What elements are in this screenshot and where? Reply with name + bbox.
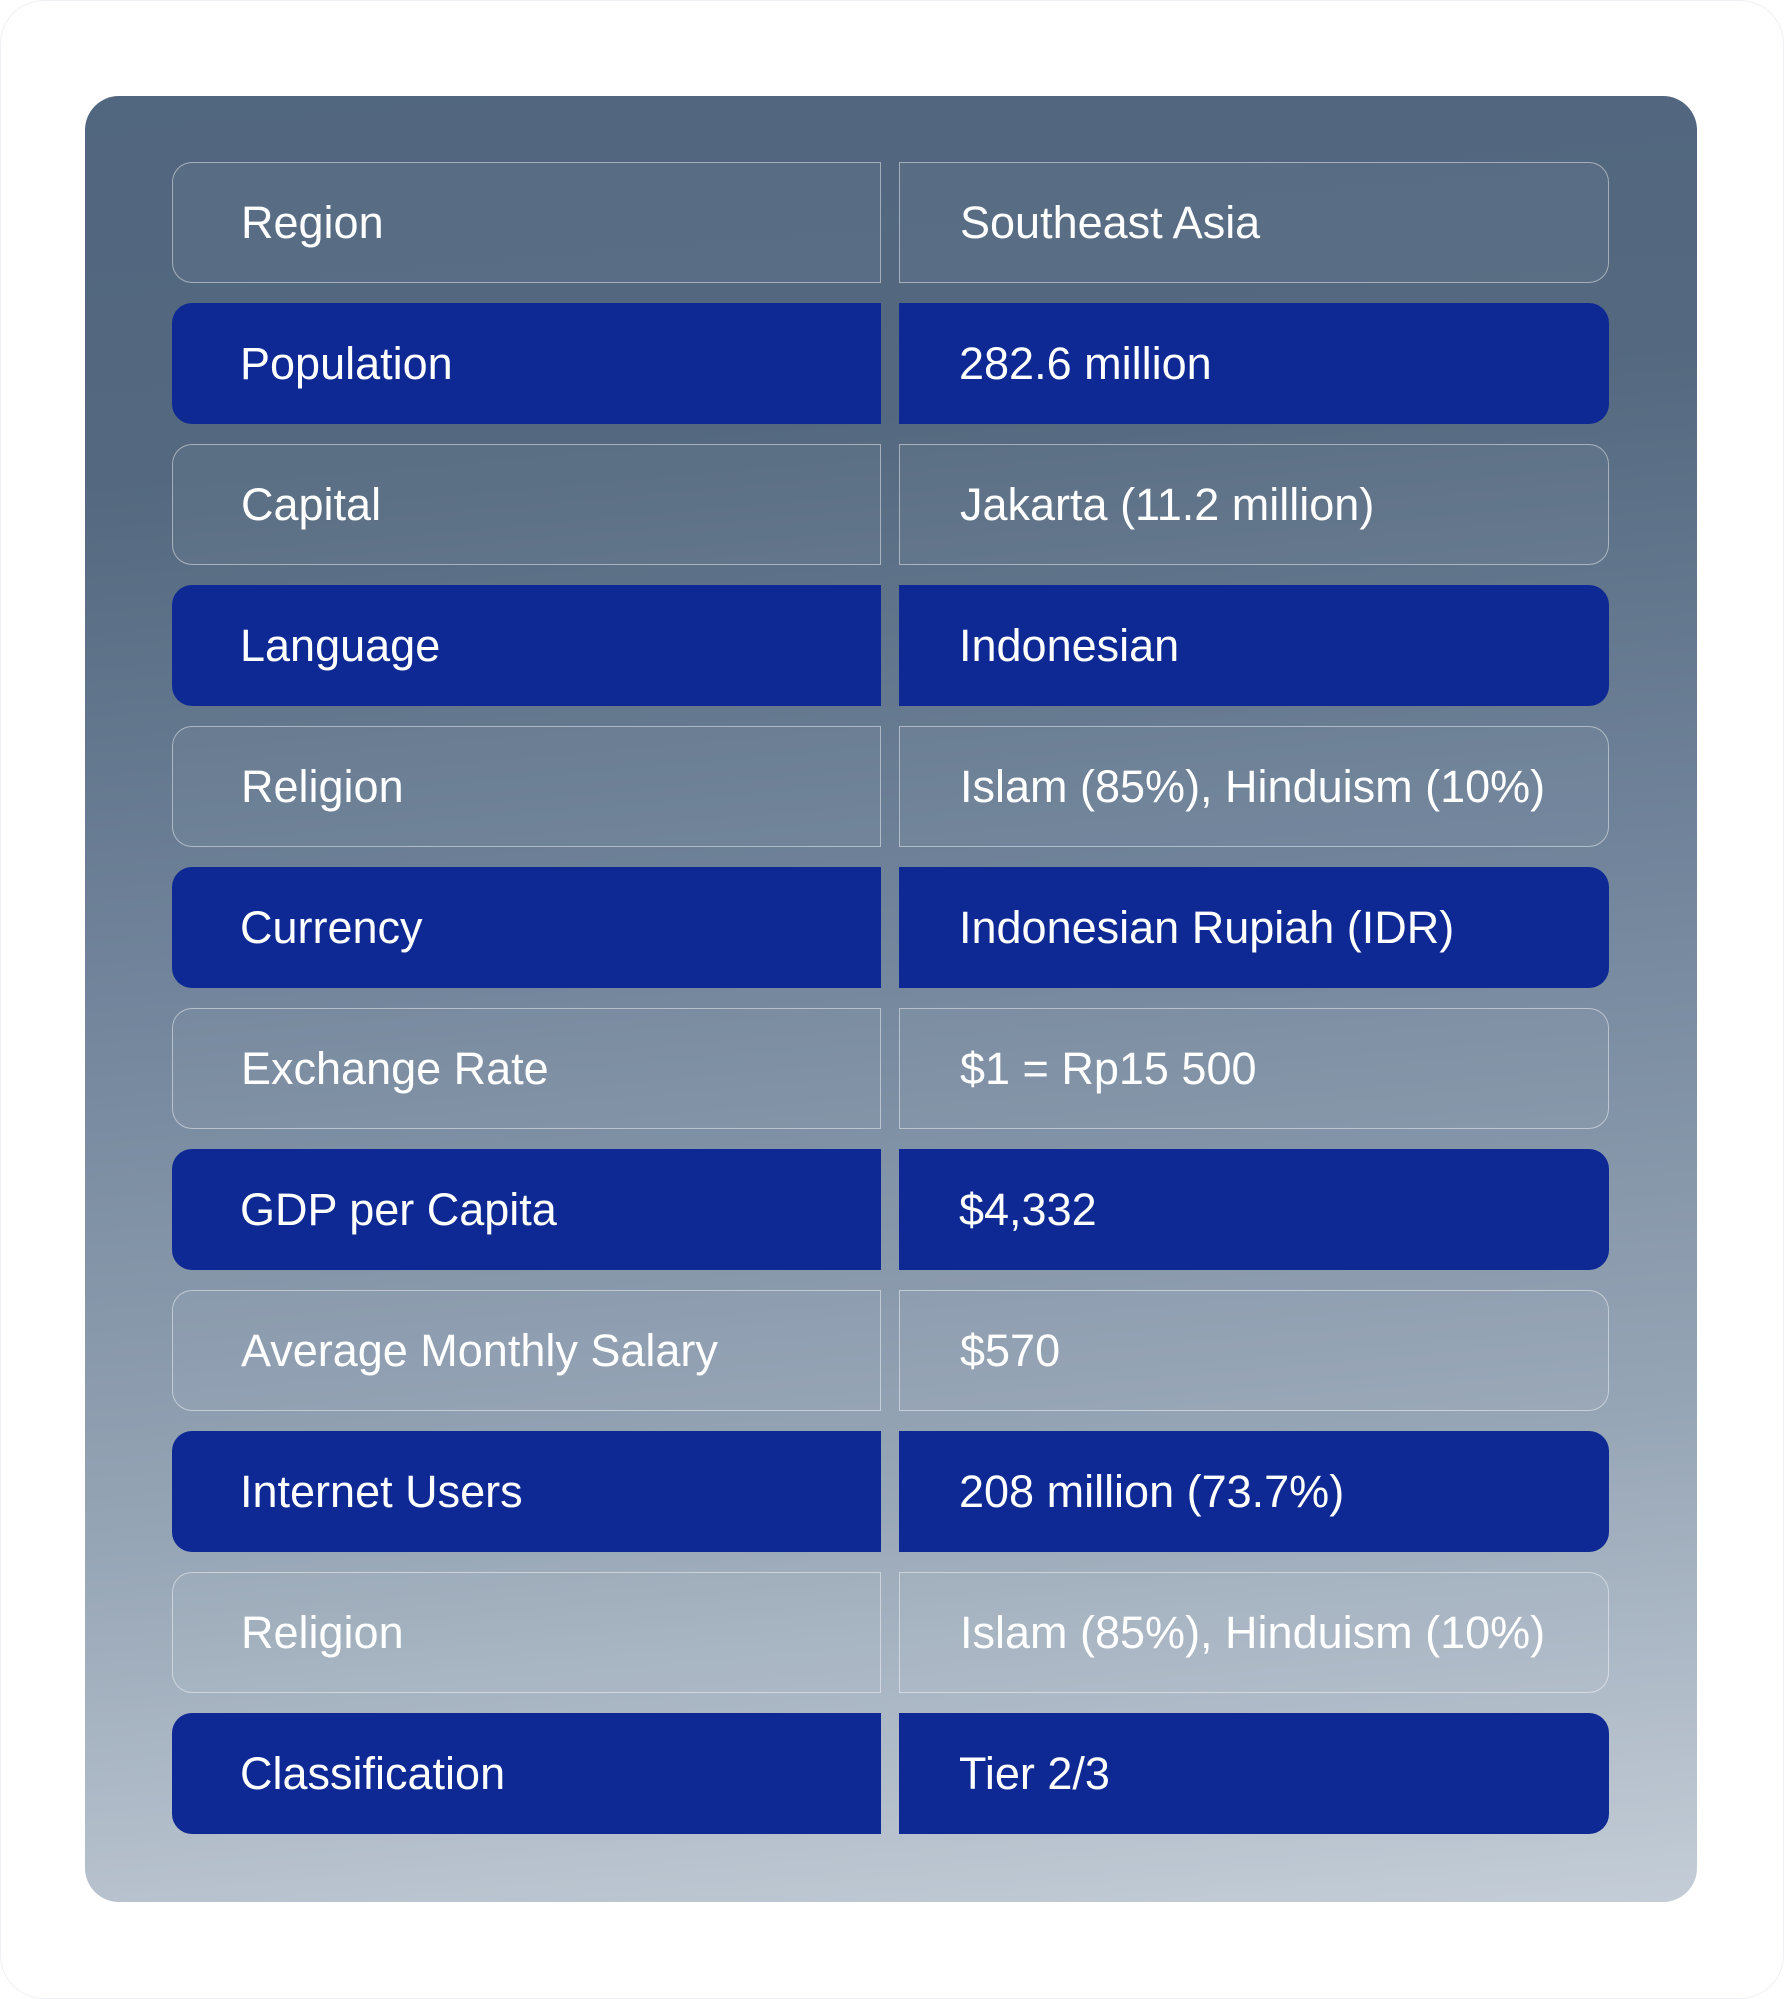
table-row: Average Monthly Salary $570 [172,1290,1609,1411]
row-value: Islam (85%), Hinduism (10%) [899,726,1609,847]
table-row: GDP per Capita $4,332 [172,1149,1609,1270]
row-label: Population [172,303,881,424]
row-value: Islam (85%), Hinduism (10%) [899,1572,1609,1693]
row-value: $4,332 [899,1149,1609,1270]
row-value: Jakarta (11.2 million) [899,444,1609,565]
row-label: Internet Users [172,1431,881,1552]
table-row: Language Indonesian [172,585,1609,706]
table-row: Population 282.6 million [172,303,1609,424]
table-row: Internet Users 208 million (73.7%) [172,1431,1609,1552]
row-value: Indonesian [899,585,1609,706]
row-value: 208 million (73.7%) [899,1431,1609,1552]
table-row: Exchange Rate $1 = Rp15 500 [172,1008,1609,1129]
table-row: Religion Islam (85%), Hinduism (10%) [172,726,1609,847]
row-label: Currency [172,867,881,988]
table-row: Religion Islam (85%), Hinduism (10%) [172,1572,1609,1693]
row-label: Religion [172,726,881,847]
row-label: Exchange Rate [172,1008,881,1129]
row-label: GDP per Capita [172,1149,881,1270]
row-label: Classification [172,1713,881,1834]
row-value: Indonesian Rupiah (IDR) [899,867,1609,988]
table-row: Classification Tier 2/3 [172,1713,1609,1834]
table-row: Capital Jakarta (11.2 million) [172,444,1609,565]
country-info-card: Region Southeast Asia Population 282.6 mill… [85,96,1697,1902]
row-value: 282.6 million [899,303,1609,424]
row-label: Region [172,162,881,283]
table-row: Region Southeast Asia [172,162,1609,283]
row-value: $1 = Rp15 500 [899,1008,1609,1129]
row-value: Tier 2/3 [899,1713,1609,1834]
row-label: Average Monthly Salary [172,1290,881,1411]
row-label: Religion [172,1572,881,1693]
table-row: Currency Indonesian Rupiah (IDR) [172,867,1609,988]
row-value: $570 [899,1290,1609,1411]
row-value: Southeast Asia [899,162,1609,283]
row-label: Capital [172,444,881,565]
row-label: Language [172,585,881,706]
